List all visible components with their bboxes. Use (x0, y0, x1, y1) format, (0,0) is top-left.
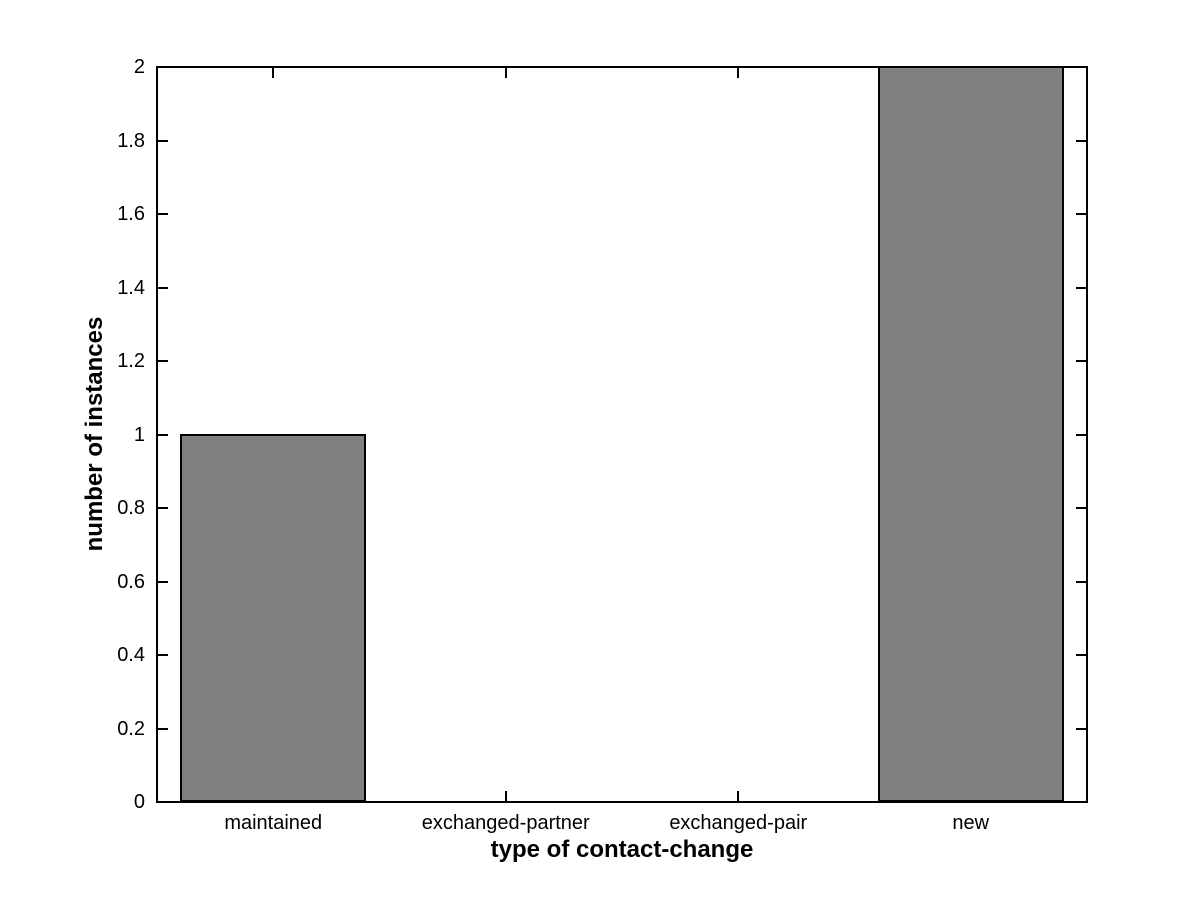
y-tick-right (1076, 507, 1086, 509)
y-tick-right (1076, 727, 1086, 730)
y-tick-left (158, 360, 168, 362)
y-tick-left (158, 213, 168, 215)
y-tick-left (158, 139, 168, 142)
y-tick-left (158, 580, 168, 583)
bar-maintained (180, 433, 367, 802)
x-tick-label-new: new (952, 812, 990, 834)
y-tick-right (1076, 654, 1086, 656)
x-tick-label-exchanged-pair: exchanged-pair (669, 812, 808, 834)
bar-new (877, 66, 1064, 802)
y-tick-left (158, 727, 168, 730)
y-tick-left (158, 654, 168, 656)
y-tick-label: 2 (133, 56, 145, 78)
y-tick-label: 0.4 (117, 644, 145, 666)
x-tick-label-exchanged-partner: exchanged-partner (421, 812, 590, 834)
x-axis-label: type of contact-change (490, 836, 754, 863)
y-tick-label: 1.8 (117, 129, 145, 152)
y-tick-label: 0.8 (117, 497, 145, 519)
x-tick-top (737, 68, 740, 78)
y-tick-right (1076, 433, 1086, 436)
y-tick-label: 1.2 (117, 350, 145, 372)
y-tick-label: 1.4 (117, 276, 145, 299)
y-tick-label: 1 (133, 423, 145, 446)
x-tick-label-maintained: maintained (224, 812, 323, 834)
x-tick-top (504, 68, 507, 78)
y-tick-left (158, 286, 168, 289)
y-tick-label: 1.6 (117, 203, 145, 225)
y-tick-label: 0.2 (117, 717, 145, 740)
y-tick-right (1076, 286, 1086, 289)
x-tick-top (272, 68, 275, 78)
y-tick-right (1076, 360, 1086, 362)
x-tick-bottom (504, 791, 507, 801)
y-tick-right (1076, 580, 1086, 583)
y-tick-left (158, 507, 168, 509)
y-tick-label: 0 (133, 791, 145, 813)
y-tick-right (1076, 139, 1086, 142)
y-tick-left (158, 433, 168, 436)
y-tick-label: 0.6 (117, 570, 145, 593)
x-tick-bottom (737, 791, 740, 801)
y-tick-right (1076, 213, 1086, 215)
